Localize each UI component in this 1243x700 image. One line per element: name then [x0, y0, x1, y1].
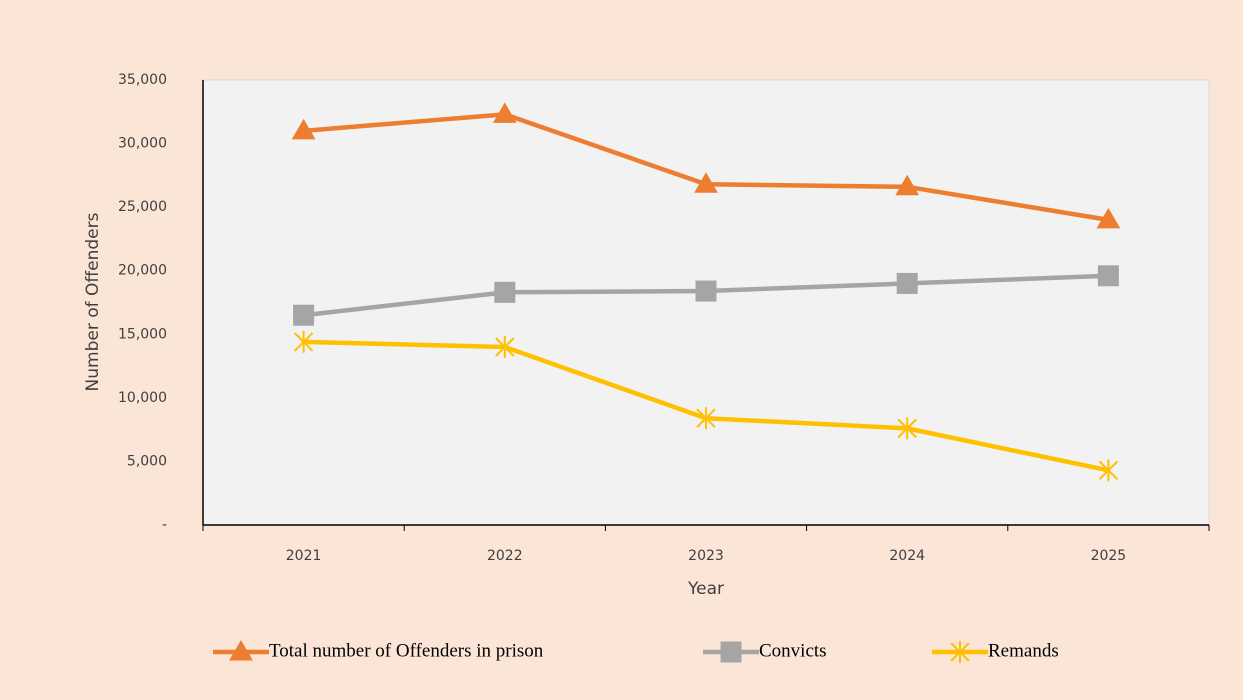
- y-tick-label: 35,000: [118, 72, 167, 88]
- y-tick-label: 10,000: [118, 390, 167, 406]
- y-axis-label: Number of Offenders: [83, 212, 103, 391]
- x-tick-label: 2025: [1091, 548, 1127, 564]
- point-marker: [694, 172, 718, 193]
- x-tick-label: 2022: [487, 548, 523, 564]
- point-marker: [695, 280, 717, 302]
- y-tick-label: -: [162, 517, 167, 533]
- point-marker: [696, 407, 716, 430]
- x-axis-label: Year: [687, 579, 724, 599]
- point-marker: [897, 417, 917, 440]
- point-marker: [1096, 207, 1121, 229]
- legend-marker: [229, 640, 253, 661]
- point-marker: [293, 304, 315, 326]
- legend-label: Remands: [988, 640, 1059, 661]
- legend-label: Total number of Offenders in prison: [269, 640, 544, 661]
- point-marker: [896, 272, 918, 294]
- point-marker: [895, 174, 920, 196]
- x-tick-label: 2023: [688, 548, 724, 564]
- point-marker: [495, 336, 515, 358]
- y-tick-label: 20,000: [118, 263, 167, 279]
- legend-label: Convicts: [759, 640, 827, 661]
- legend-marker: [950, 641, 970, 663]
- x-tick-label: 2021: [286, 548, 322, 564]
- point-marker: [291, 118, 316, 140]
- point-marker: [1098, 459, 1119, 482]
- y-tick-label: 15,000: [118, 326, 167, 342]
- point-marker: [293, 330, 314, 353]
- plot-area: [202, 79, 1210, 526]
- x-tick-label: 2024: [889, 548, 925, 564]
- legend-marker: [720, 641, 742, 663]
- y-tick-label: 25,000: [118, 199, 167, 215]
- y-tick-label: 30,000: [118, 136, 167, 152]
- point-marker: [492, 102, 517, 123]
- y-tick-label: 5,000: [127, 453, 167, 469]
- point-marker: [1097, 265, 1119, 287]
- point-marker: [494, 281, 516, 303]
